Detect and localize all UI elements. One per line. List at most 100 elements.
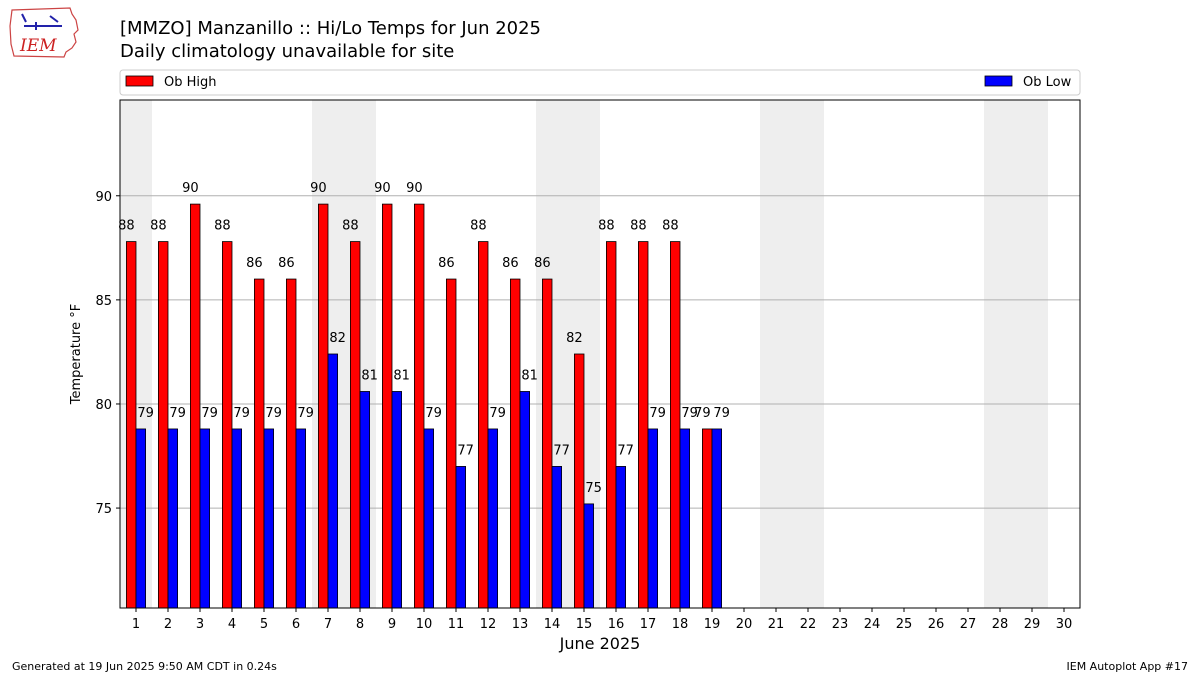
high-temp-bar [253,278,265,609]
x-tick-label: 11 [448,617,465,632]
footer-generated: Generated at 19 Jun 2025 9:50 AM CDT in … [12,660,277,673]
low-value-label: 79 [233,406,250,421]
x-tick-label: 13 [512,617,529,632]
legend-low-label: Ob Low [1023,75,1072,90]
high-value-label: 88 [598,219,615,234]
low-temp-bar [423,428,435,609]
x-tick-label: 16 [608,617,625,632]
low-value-label: 81 [361,368,378,383]
x-tick-label: 27 [960,617,977,632]
low-temp-bar [519,391,531,609]
low-temp-bar [327,353,339,609]
low-value-label: 81 [393,368,410,383]
logo-text: IEM [19,36,57,56]
low-value-label: 82 [329,331,346,346]
low-temp-bar [711,428,723,609]
high-temp-bar [509,278,521,609]
high-value-label: 88 [630,219,647,234]
y-tick-label: 80 [95,398,112,413]
legend: Ob High Ob Low [119,69,1081,96]
x-tick-label: 10 [416,617,433,632]
high-value-label: 90 [406,181,423,196]
low-temp-bar [647,428,659,609]
low-value-label: 79 [265,406,282,421]
y-tick-label: 90 [95,190,112,205]
x-tick-label: 5 [260,617,268,632]
iem-logo: IEM [9,7,79,58]
low-temp-bar [487,428,499,609]
high-temp-bar [126,241,137,609]
high-value-label: 90 [374,181,391,196]
high-value-label: 90 [310,181,327,196]
high-value-label: 88 [470,219,487,234]
chart-title: [MMZO] Manzanillo :: Hi/Lo Temps for Jun… [120,18,541,39]
high-value-label: 79 [694,406,711,421]
high-temp-bar [445,278,457,609]
plot-frame [119,99,1081,609]
x-tick-label: 3 [196,617,204,632]
x-tick-label: 25 [896,617,913,632]
chart-subtitle: Daily climatology unavailable for site [120,41,454,62]
low-value-label: 79 [137,406,154,421]
low-value-label: 79 [713,406,730,421]
high-value-label: 88 [150,219,167,234]
iowa-outline-shape [9,7,79,58]
low-temp-bar [679,428,691,609]
low-value-label: 79 [489,406,506,421]
high-temp-bar [317,203,329,609]
legend-box [119,69,1081,96]
weekend-shade-band [1016,100,1048,608]
high-value-label: 88 [214,219,231,234]
low-value-label: 81 [521,368,538,383]
x-tick-label: 21 [768,617,785,632]
y-axis-label: Temperature °F [69,304,84,405]
x-axis-label: June 2025 [559,634,641,653]
footer-app: IEM Autoplot App #17 [1067,660,1189,673]
low-temp-bar [391,391,403,609]
x-tick-label: 20 [736,617,753,632]
weekend-shade-band [984,100,1016,608]
x-tick-label: 2 [164,617,172,632]
low-temp-bar [455,466,467,609]
x-tick-label: 4 [228,617,236,632]
high-value-label: 86 [502,256,519,271]
x-tick-label: 23 [832,617,849,632]
x-tick-label: 28 [992,617,1009,632]
low-value-label: 77 [553,443,570,458]
low-temp-bar [199,428,211,609]
high-value-label: 86 [534,256,551,271]
high-value-label: 88 [662,219,679,234]
plot-area: 7580859088798879907988798679867990828881… [95,99,1081,632]
low-value-label: 79 [169,406,186,421]
high-temp-bar [349,241,361,609]
low-value-label: 79 [297,406,314,421]
high-temp-bar [189,203,201,609]
high-temp-bar [606,241,617,609]
x-tick-label: 19 [704,617,721,632]
weather-vane-icon [21,13,62,30]
y-tick-label: 75 [95,502,112,517]
high-value-label: 86 [278,256,295,271]
x-tick-label: 29 [1024,617,1041,632]
low-temp-bar [295,428,307,609]
legend-low-swatch [984,75,1013,87]
low-value-label: 79 [201,406,218,421]
high-temp-bar [542,278,553,609]
x-tick-label: 6 [292,617,300,632]
low-value-label: 77 [617,443,634,458]
low-value-label: 79 [649,406,666,421]
legend-high-label: Ob High [164,75,217,90]
high-temp-bar [574,353,585,609]
x-tick-label: 30 [1056,617,1073,632]
high-temp-bar [702,428,713,609]
low-value-label: 79 [681,406,698,421]
low-temp-bar [135,428,147,609]
low-temp-bar [167,428,179,609]
high-temp-bar [477,241,489,609]
high-temp-bar [381,203,393,609]
high-temp-bar [413,203,425,609]
low-value-label: 77 [457,443,474,458]
high-value-label: 82 [566,331,583,346]
legend-high-swatch [125,75,154,87]
